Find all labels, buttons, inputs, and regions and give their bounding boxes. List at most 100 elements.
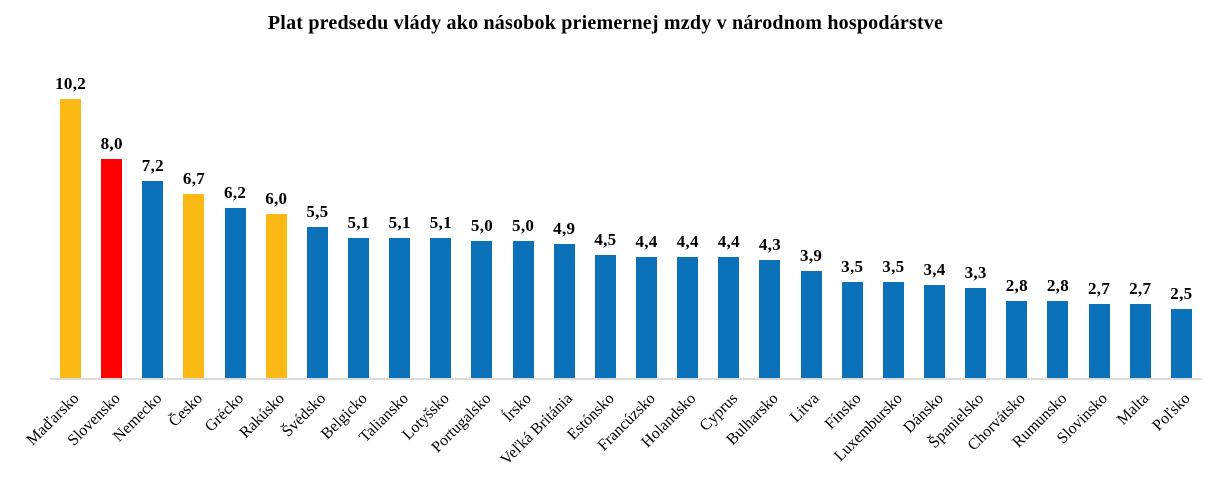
x-label-cell: Poľsko: [1149, 380, 1202, 490]
bar-value-label: 8,0: [100, 134, 123, 153]
bar-column: 5,5: [297, 98, 338, 378]
bar-value-label: 2,5: [1170, 284, 1193, 303]
bar-value-label: 5,0: [512, 216, 535, 235]
bar-value-label: 4,3: [758, 235, 782, 254]
bar-column: 5,0: [461, 98, 502, 378]
bar-value-label: 3,9: [800, 246, 823, 265]
bar: [389, 238, 411, 378]
bar: [348, 238, 370, 378]
bar-column: 2,8: [1037, 98, 1078, 378]
bar: [430, 238, 452, 378]
x-axis-label: Malta: [1113, 390, 1153, 429]
bar-column: 3,5: [873, 98, 914, 378]
bar: [718, 257, 740, 378]
bar: [183, 194, 205, 378]
bar: [306, 227, 328, 378]
bar: [759, 260, 781, 378]
bar-column: 6,7: [173, 98, 214, 378]
bar: [553, 244, 575, 378]
bar-column: 7,2: [132, 98, 173, 378]
bar: [882, 282, 904, 378]
bar-value-label: 2,7: [1088, 279, 1111, 298]
x-label-cell: Portugalsko: [428, 380, 502, 490]
bar-column: 2,7: [1079, 98, 1120, 378]
bar-column: 4,4: [708, 98, 749, 378]
bar-value-label: 5,1: [347, 213, 370, 232]
bar-column: 2,5: [1161, 98, 1202, 378]
x-axis-label: Írsko: [499, 390, 536, 426]
x-label-cell: Nemecko: [110, 380, 173, 490]
bar-value-label: 7,2: [141, 156, 164, 175]
bar-column: 8,0: [91, 98, 132, 378]
bar-column: 2,7: [1120, 98, 1161, 378]
bar: [512, 241, 534, 378]
bar-column: 10,2: [50, 74, 91, 378]
bar-column: 3,4: [914, 98, 955, 378]
x-label-cell: Litva: [787, 380, 832, 490]
chart-body: 10,2 8,0 7,2 6,7 6,2 6,0 5,5 5,1 5,1 5,1 5,0 5,0 4,9…: [24, 74, 1202, 490]
x-label-cell: Bulharsko: [723, 380, 790, 490]
bar-column: 2,8: [996, 98, 1037, 378]
bar-value-label: 10,2: [55, 74, 87, 93]
bar: [636, 257, 658, 378]
bar: [800, 271, 822, 378]
x-label-cell: Holandsko: [639, 380, 708, 490]
bar-column: 6,0: [256, 98, 297, 378]
bar-column: 5,1: [420, 98, 461, 378]
chart-title: Plat predsedu vlády ako násobok priemern…: [267, 12, 944, 34]
bar-value-label: 4,4: [717, 232, 740, 251]
bar: [1047, 301, 1069, 378]
bar: [224, 208, 246, 378]
bar: [471, 241, 493, 378]
bar-column: 6,2: [215, 98, 256, 378]
bar-column: 4,3: [749, 98, 790, 378]
x-label-cell: Luxembursko: [831, 380, 914, 490]
bar: [677, 257, 699, 378]
bar-column: 4,4: [626, 98, 667, 378]
bar-value-label: 4,4: [635, 232, 658, 251]
bar-value-label: 4,9: [553, 219, 576, 238]
bar-value-label: 3,5: [841, 257, 864, 276]
bar-value-label: 3,5: [882, 257, 905, 276]
bar: [841, 282, 863, 378]
bar-value-label: 5,5: [306, 202, 329, 221]
bar-column: 4,9: [544, 98, 585, 378]
x-label-cell: Slovinsko: [1054, 380, 1120, 490]
bar-column: 5,1: [379, 98, 420, 378]
bar-column: 3,3: [955, 98, 996, 378]
bar-value-label: 2,8: [1046, 276, 1070, 295]
bar-value-label: 2,7: [1129, 279, 1152, 298]
x-label-cell: Malta: [1114, 380, 1161, 490]
x-axis-label: Litva: [787, 390, 824, 426]
bar-column: 5,0: [503, 98, 544, 378]
bar: [924, 285, 946, 378]
bar: [1006, 301, 1028, 378]
bar-value-label: 6,7: [182, 169, 206, 188]
bar-value-label: 5,1: [429, 213, 452, 232]
bar-column: 4,4: [667, 98, 708, 378]
bar-value-label: 3,4: [923, 260, 946, 279]
bar: [1129, 304, 1151, 378]
bar: [1170, 309, 1192, 378]
bar-value-label: 4,5: [594, 230, 617, 249]
bar-column: 4,5: [585, 98, 626, 378]
bar: [594, 255, 616, 378]
bar: [101, 159, 123, 378]
bar-value-label: 3,3: [964, 263, 987, 282]
bar-value-label: 4,4: [676, 232, 699, 251]
x-label-cell: Česko: [166, 380, 214, 490]
bar-value-label: 6,0: [265, 189, 288, 208]
bar-value-label: 5,0: [470, 216, 494, 235]
bar-value-label: 6,2: [224, 183, 247, 202]
bar-value-label: 5,1: [388, 213, 411, 232]
plot-area: 10,2 8,0 7,2 6,7 6,2 6,0 5,5 5,1 5,1 5,1 5,0 5,0 4,9…: [50, 74, 1202, 380]
bar-column: 3,5: [832, 98, 873, 378]
bar-value-label: 2,8: [1005, 276, 1028, 295]
bar: [965, 288, 987, 378]
bar: [142, 181, 164, 378]
bar-column: 5,1: [338, 98, 379, 378]
bar-column: 3,9: [791, 98, 832, 378]
bar: [1088, 304, 1110, 378]
bar: [60, 99, 82, 378]
